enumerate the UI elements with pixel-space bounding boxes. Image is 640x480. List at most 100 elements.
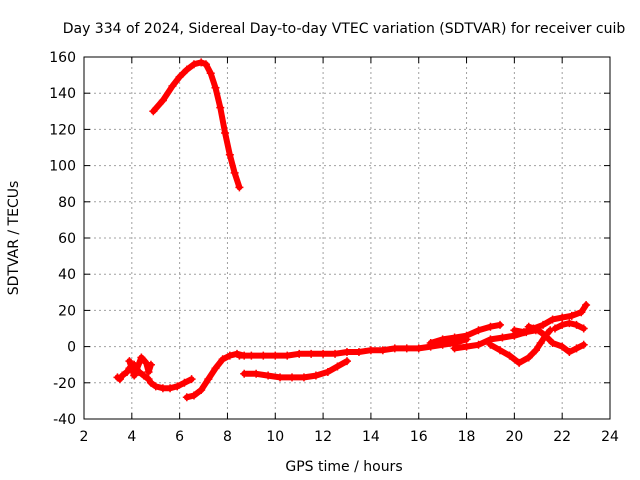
data-point — [515, 358, 524, 367]
data-point — [142, 358, 151, 367]
data-point — [582, 300, 591, 309]
data-point — [211, 364, 220, 373]
data-point — [288, 373, 297, 382]
data-point — [151, 382, 160, 391]
data-point — [565, 348, 574, 357]
data-point — [438, 335, 447, 344]
series-arc-right-5 — [510, 300, 591, 337]
data-point — [139, 371, 148, 380]
data-point — [390, 344, 399, 353]
data-point — [146, 378, 155, 387]
data-point — [197, 386, 206, 395]
data-point — [366, 346, 375, 355]
x-tick-label: 8 — [223, 429, 232, 445]
data-point — [565, 319, 574, 328]
data-point — [189, 60, 198, 69]
series-arc-high — [149, 58, 244, 192]
y-axis-label: SDTVAR / TECUs — [6, 181, 22, 296]
y-tick-label: 20 — [58, 303, 76, 319]
data-point — [311, 371, 320, 380]
data-point — [118, 371, 127, 380]
series-arc-left-spikes — [125, 353, 155, 380]
data-point — [149, 107, 158, 116]
series-arc-right-6 — [551, 319, 588, 333]
y-tick-label: 40 — [58, 267, 76, 283]
data-point — [343, 357, 351, 366]
data-point — [130, 371, 139, 380]
data-point — [450, 344, 459, 353]
data-point — [173, 382, 182, 391]
data-point — [524, 353, 533, 362]
ticks-layer — [83, 56, 611, 420]
data-point — [235, 351, 244, 360]
data-point — [271, 351, 280, 360]
data-point — [319, 349, 328, 358]
data-point — [299, 373, 308, 382]
series-trace — [150, 59, 243, 191]
data-point — [551, 324, 560, 333]
y-tick-label: 80 — [58, 195, 76, 211]
data-point — [259, 351, 268, 360]
tick-labels-layer: 2 4 6 8 10 12 14 16 18 20 22 24-40-2002040608010012… — [49, 50, 619, 445]
series-layer — [113, 58, 591, 402]
data-point — [510, 326, 519, 335]
data-point — [218, 355, 227, 364]
data-point — [182, 65, 191, 74]
data-point — [276, 373, 285, 382]
data-point — [558, 313, 567, 322]
data-point — [577, 308, 586, 317]
data-point — [235, 183, 244, 192]
y-tick-label: 60 — [58, 231, 76, 247]
data-point — [486, 340, 495, 349]
data-point — [486, 322, 495, 331]
data-point — [204, 375, 213, 384]
y-tick-label: 160 — [49, 50, 76, 66]
data-point — [567, 311, 576, 320]
data-point — [343, 348, 351, 357]
data-point — [197, 58, 206, 67]
data-point — [474, 340, 483, 349]
series-trace — [241, 358, 350, 381]
y-tick-label: -40 — [53, 412, 76, 428]
data-point — [230, 168, 239, 177]
data-point — [474, 326, 483, 335]
data-point — [189, 391, 198, 400]
data-point — [137, 353, 146, 362]
data-point — [536, 338, 545, 347]
series-trace — [114, 361, 195, 392]
data-point — [168, 81, 177, 90]
data-point — [531, 346, 540, 355]
data-point — [558, 320, 567, 329]
data-point — [307, 349, 316, 358]
data-point — [264, 371, 273, 380]
data-point — [201, 60, 210, 69]
x-tick-label: 20 — [505, 429, 523, 445]
data-point — [529, 324, 538, 333]
data-point — [496, 346, 505, 355]
x-tick-label: 4 — [127, 429, 136, 445]
series-arc-middle-upper — [235, 335, 471, 360]
x-tick-label: 6 — [175, 429, 184, 445]
data-point — [498, 333, 507, 342]
data-point — [450, 333, 459, 342]
series-arc-right-4 — [524, 322, 588, 357]
data-point — [283, 351, 292, 360]
data-point — [206, 69, 215, 78]
y-tick-label: -20 — [53, 376, 76, 392]
data-point — [247, 351, 256, 360]
data-point — [496, 320, 505, 329]
x-tick-label: 16 — [410, 429, 428, 445]
data-point — [180, 378, 189, 387]
data-point — [158, 384, 167, 393]
data-point — [414, 344, 423, 353]
data-point — [572, 344, 581, 353]
data-point — [579, 324, 588, 333]
data-point — [426, 338, 435, 347]
x-tick-label: 12 — [314, 429, 332, 445]
x-tick-label: 22 — [553, 429, 571, 445]
data-point — [125, 357, 134, 366]
data-point — [548, 338, 557, 347]
x-tick-label: 24 — [601, 429, 619, 445]
x-tick-label: 14 — [362, 429, 380, 445]
